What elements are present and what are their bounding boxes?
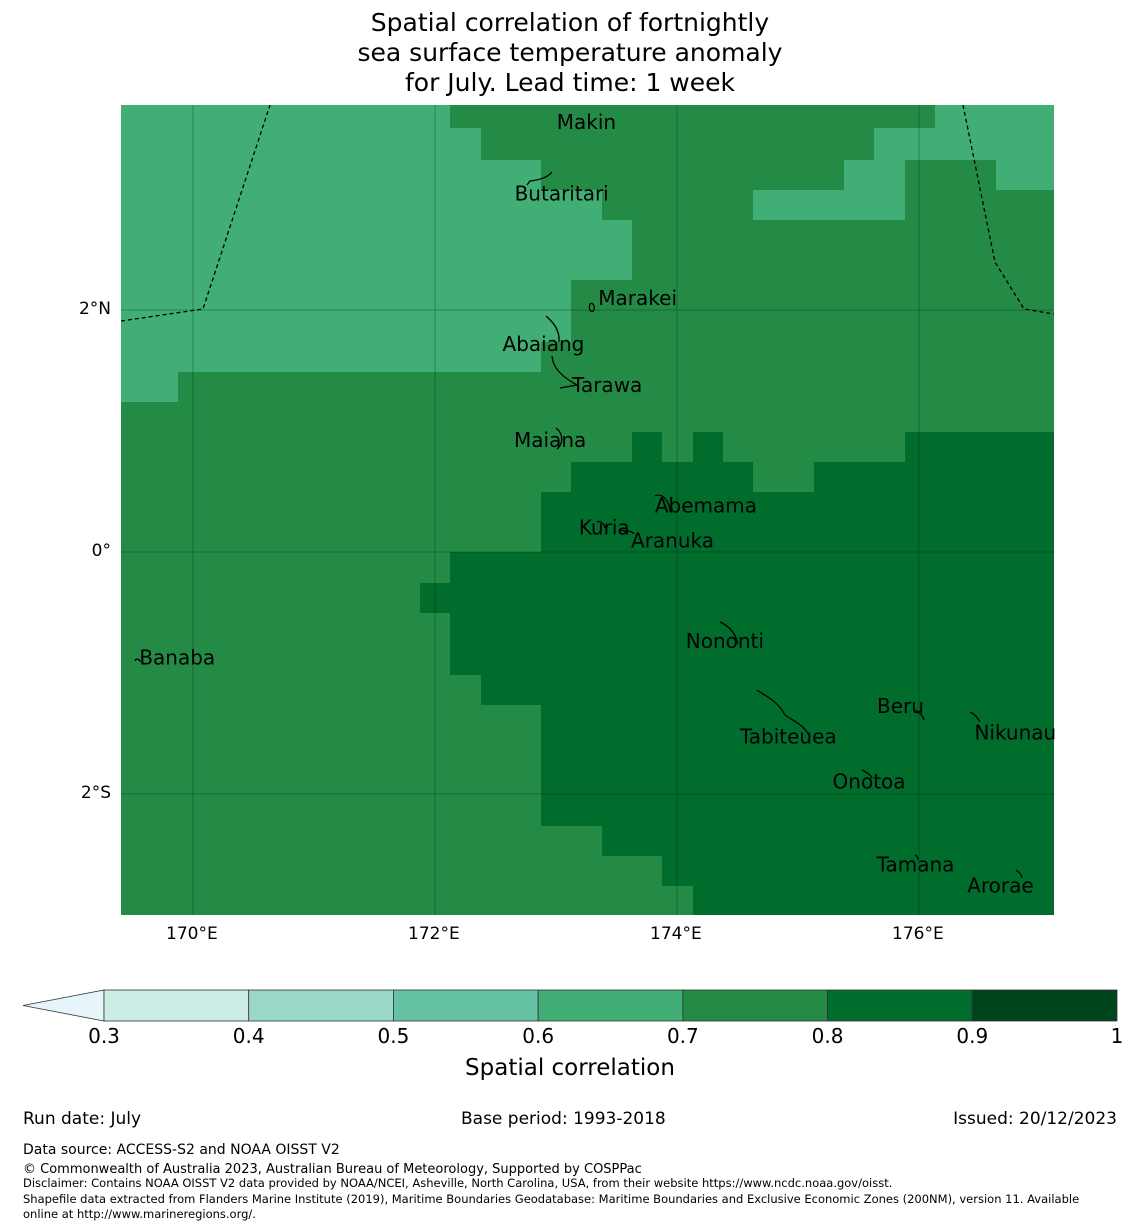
onotoa-outline [861, 769, 873, 779]
colorbar-tick-label: 0.9 [956, 1024, 989, 1048]
colorbar-tick-label: 0.3 [88, 1024, 120, 1048]
kuria-outline [596, 520, 606, 529]
colorbar-tick-label: 0.7 [666, 1024, 699, 1048]
issued-date: Issued: 20/12/2023 [953, 1109, 1117, 1129]
copyright-notice: © Commonwealth of Australia 2023, Austra… [23, 1162, 642, 1177]
shapefile-credit-line-2: online at http://www.marineregions.org/. [23, 1207, 256, 1221]
map-gridlines [121, 105, 1054, 915]
colorbar-tick-label: 1 [1110, 1024, 1124, 1048]
island-label-nikunau: Nikunau [974, 721, 1056, 745]
beru-outline [915, 709, 925, 721]
disclaimer: Disclaimer: Contains NOAA OISST V2 data … [23, 1176, 893, 1190]
island-label-arorae: Arorae [967, 874, 1033, 898]
colorbar-segment-0.5-0.6 [393, 989, 539, 1022]
chart-title: Spatial correlation of fortnightly sea s… [0, 8, 1140, 98]
colorbar-tick-label: 0.4 [232, 1024, 265, 1048]
arorae-outline [1015, 869, 1023, 879]
title-line-2: sea surface temperature anomaly [357, 38, 783, 67]
island-label-beru: Beru [877, 694, 924, 718]
island-label-kuria: Kuria [579, 515, 630, 539]
lon-tick-label: 170°E [166, 924, 218, 944]
island-label-tamana: Tamana [876, 853, 955, 877]
island-labels: Makin Butaritari Marakei Abaiang Tarawa Maian… [139, 110, 1056, 898]
run-date: Run date: July [23, 1109, 142, 1129]
region-0.6-0.7-northeast [753, 105, 1054, 220]
title-line-3: for July. Lead time: 1 week [404, 68, 735, 97]
eez-boundaries [120, 104, 1055, 322]
lon-tick-label: 172°E [408, 924, 460, 944]
colorbar-segment-0.7-0.8 [682, 989, 828, 1022]
colorbar-tick-label: 0.8 [811, 1024, 844, 1048]
colorbar-tick-label: 0.5 [377, 1024, 410, 1048]
lat-tick-label: 2°S [80, 783, 111, 803]
colorbar-segment-0.3-0.4 [103, 989, 250, 1022]
colorbar-extend-triangle [22, 989, 105, 1022]
island-outlines [134, 171, 1023, 879]
colorbar-title: Spatial correlation [465, 1055, 675, 1081]
aranuka-outline [619, 529, 635, 535]
island-label-aranuka: Aranuka [631, 529, 714, 553]
island-label-tarawa: Tarawa [571, 373, 642, 397]
lon-tick-label: 176°E [892, 924, 944, 944]
island-label-makin: Makin [557, 110, 616, 134]
shapefile-credit-line-1: Shapefile data extracted from Flanders M… [23, 1192, 1080, 1206]
island-label-butaritari: Butaritari [515, 182, 609, 206]
island-label-tabiteuea: Tabiteuea [739, 724, 837, 748]
correlation-map: Makin Butaritari Marakei Abaiang Tarawa Maian… [22, 104, 1118, 1022]
colorbar [22, 989, 1118, 1022]
island-label-maiana: Maiana [514, 428, 586, 452]
abaiang-outline [545, 315, 560, 343]
lat-tick-label: 0° [91, 541, 111, 561]
colorbar-tick-label: 0.6 [522, 1024, 555, 1048]
nononti-outline [719, 621, 739, 645]
abemama-outline [654, 494, 671, 513]
island-label-abaiang: Abaiang [503, 332, 585, 356]
tabiteuea-outline [756, 689, 811, 739]
island-label-onotoa: Onotoa [833, 769, 906, 793]
island-label-abemama: Abemama [655, 494, 757, 518]
island-label-banaba: Banaba [139, 645, 215, 669]
base-period: Base period: 1993-2018 [461, 1109, 666, 1129]
lat-tick-label: 2°N [78, 299, 111, 319]
colorbar-segment-0.8-0.9 [827, 989, 973, 1022]
tarawa-outline [551, 355, 579, 389]
correlation-cells [121, 105, 1054, 915]
data-source: Data source: ACCESS-S2 and NOAA OISST V2 [23, 1142, 340, 1158]
island-label-marakei: Marakei [598, 286, 677, 310]
colorbar-segment-0.4-0.5 [248, 989, 394, 1022]
eez-boundary-west [120, 104, 271, 322]
lon-tick-label: 174°E [650, 924, 702, 944]
nikunau-outline [969, 711, 981, 723]
region-0.6-0.7-northwest [121, 105, 632, 402]
banaba-outline [134, 658, 141, 663]
island-label-nononti: Nononti [686, 629, 764, 653]
colorbar-segment-0.6-0.7 [537, 989, 684, 1022]
makin-outline [526, 171, 553, 186]
region-0.8-0.9-southeast [420, 432, 1054, 915]
eez-boundary-east [962, 104, 1055, 315]
tamana-outline [914, 854, 919, 861]
maiana-outline [555, 427, 563, 450]
marakei-outline [588, 302, 595, 313]
title-line-1: Spatial correlation of fortnightly [370, 8, 770, 37]
colorbar-segment-0.9-1 [971, 989, 1118, 1022]
